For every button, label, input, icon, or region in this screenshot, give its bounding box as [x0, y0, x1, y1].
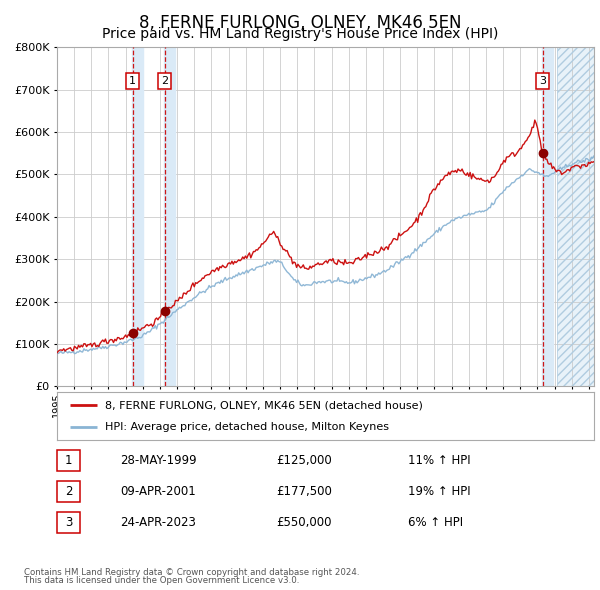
Text: £550,000: £550,000: [276, 516, 331, 529]
Text: Price paid vs. HM Land Registry's House Price Index (HPI): Price paid vs. HM Land Registry's House …: [102, 27, 498, 41]
Text: 09-APR-2001: 09-APR-2001: [120, 485, 196, 498]
Text: 6% ↑ HPI: 6% ↑ HPI: [408, 516, 463, 529]
Text: 2: 2: [161, 76, 168, 86]
Bar: [132, 47, 143, 386]
Text: 19% ↑ HPI: 19% ↑ HPI: [408, 485, 470, 498]
Bar: [542, 47, 553, 386]
Text: 28-MAY-1999: 28-MAY-1999: [120, 454, 197, 467]
Text: HPI: Average price, detached house, Milton Keynes: HPI: Average price, detached house, Milt…: [106, 422, 389, 432]
Text: 1: 1: [65, 454, 72, 467]
Text: £125,000: £125,000: [276, 454, 332, 467]
Text: 2: 2: [65, 485, 72, 498]
Text: 1: 1: [129, 76, 136, 86]
Text: 8, FERNE FURLONG, OLNEY, MK46 5EN: 8, FERNE FURLONG, OLNEY, MK46 5EN: [139, 14, 461, 32]
Text: 3: 3: [539, 76, 546, 86]
Bar: [557, 47, 594, 386]
Text: This data is licensed under the Open Government Licence v3.0.: This data is licensed under the Open Gov…: [24, 576, 299, 585]
Text: Contains HM Land Registry data © Crown copyright and database right 2024.: Contains HM Land Registry data © Crown c…: [24, 568, 359, 577]
Text: 11% ↑ HPI: 11% ↑ HPI: [408, 454, 470, 467]
Text: 24-APR-2023: 24-APR-2023: [120, 516, 196, 529]
Text: £177,500: £177,500: [276, 485, 332, 498]
Bar: [557, 47, 594, 386]
Bar: [164, 47, 175, 386]
Text: 3: 3: [65, 516, 72, 529]
Text: 8, FERNE FURLONG, OLNEY, MK46 5EN (detached house): 8, FERNE FURLONG, OLNEY, MK46 5EN (detac…: [106, 400, 423, 410]
